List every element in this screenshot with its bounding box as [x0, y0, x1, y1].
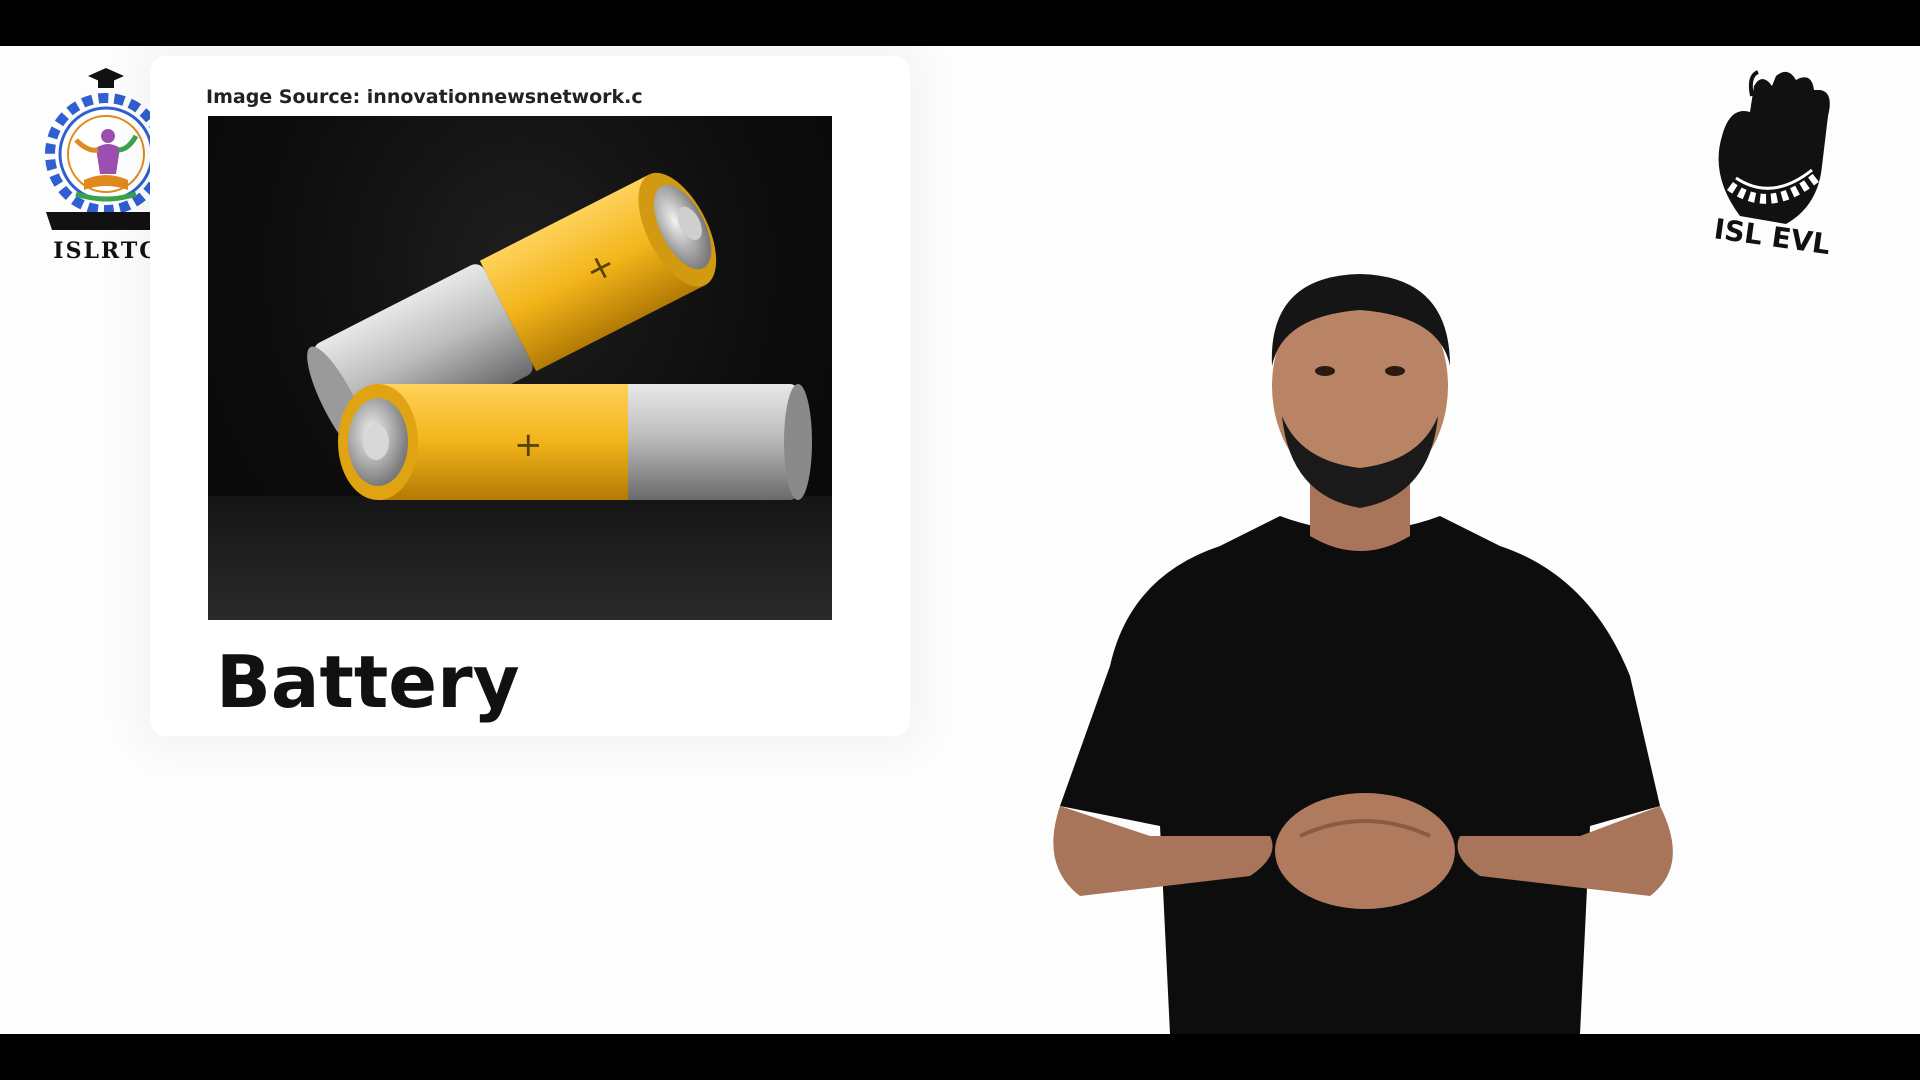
battery-photo: + + — [208, 116, 832, 620]
image-source-caption: Image Source: innovationnewsnetwork.c — [206, 86, 643, 108]
hand-gear-emblem-icon: ISL EVL — [1712, 70, 1832, 261]
svg-text:+: + — [514, 425, 543, 465]
letterbox-top — [0, 0, 1920, 46]
battery-illustration: + + — [208, 172, 832, 620]
sign-word: Battery — [216, 640, 520, 724]
letterbox-bottom — [0, 1034, 1920, 1080]
islrtc-logo-text: ISLRTC — [53, 238, 159, 264]
sign-language-presenter — [1020, 246, 1720, 1034]
video-frame: ISLRTC Image Source: innovationnewsnetwo… — [0, 46, 1920, 1034]
presenter-figure — [1053, 274, 1673, 1034]
isl-evl-logo: ISL EVL — [1700, 66, 1870, 261]
